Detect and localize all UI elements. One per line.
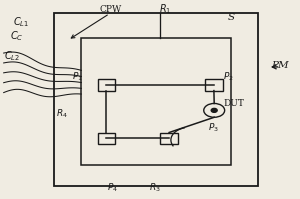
Text: $R_3$: $R_3$ — [148, 181, 160, 194]
Text: $C_C$: $C_C$ — [10, 29, 23, 43]
Text: CPW: CPW — [99, 5, 122, 14]
Bar — [160, 133, 178, 144]
Text: $C_{L1}$: $C_{L1}$ — [13, 16, 29, 29]
Text: $R_4$: $R_4$ — [56, 107, 68, 120]
Text: S: S — [228, 13, 235, 22]
Bar — [54, 13, 257, 186]
Text: $P_1$: $P_1$ — [72, 70, 83, 83]
Bar — [98, 133, 115, 144]
Text: $P_2$: $P_2$ — [223, 70, 234, 83]
Bar — [98, 79, 115, 91]
Text: PM: PM — [271, 61, 289, 70]
Text: $P_3$: $P_3$ — [208, 122, 219, 134]
Text: DUT: DUT — [223, 99, 244, 108]
Text: $C_{L2}$: $C_{L2}$ — [4, 49, 20, 63]
Bar — [205, 79, 223, 91]
Text: $R_1$: $R_1$ — [159, 3, 171, 17]
Bar — [81, 38, 231, 165]
Text: $P_4$: $P_4$ — [107, 181, 118, 194]
Circle shape — [211, 108, 217, 112]
